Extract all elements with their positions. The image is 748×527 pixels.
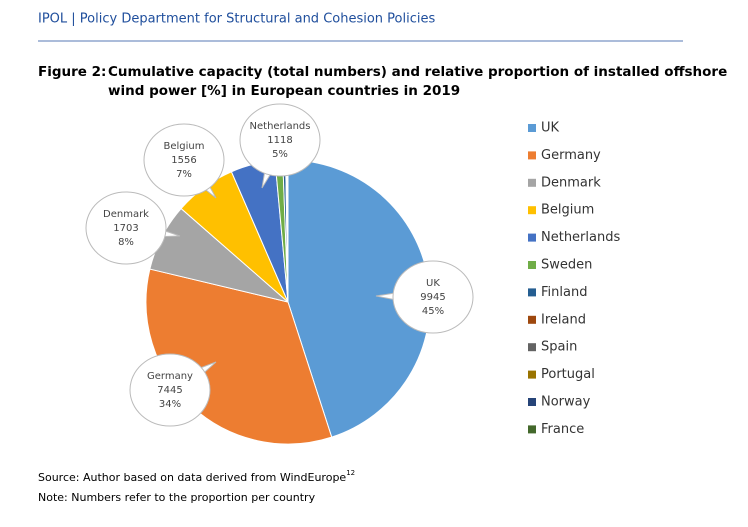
legend-label: Ireland	[541, 312, 586, 327]
callout-name: Germany	[147, 371, 193, 382]
legend-label: Germany	[541, 148, 601, 163]
legend-swatch	[528, 261, 536, 269]
callout: UK 9945 45%	[375, 260, 474, 334]
legend-label: Belgium	[541, 203, 594, 218]
chart: UK 9945 45% Germany 7445 34% Denmark 1703 8% Belg…	[85, 103, 620, 445]
legend-label: Denmark	[541, 175, 601, 190]
legend-label: Sweden	[541, 258, 592, 273]
figure-title: Cumulative capacity (total numbers) and …	[108, 64, 727, 80]
callout: Netherlands 1118 5%	[239, 103, 321, 189]
legend-label: UK	[541, 121, 560, 136]
callout-name: Netherlands	[250, 121, 311, 132]
callout-percent: 45%	[422, 306, 444, 317]
header-title: IPOL | Policy Department for Structural …	[38, 12, 435, 27]
legend-swatch	[528, 124, 536, 132]
callout-value: 1703	[113, 223, 138, 234]
legend-swatch	[528, 233, 536, 242]
callout-bubble	[129, 353, 211, 427]
legend-swatch	[528, 315, 536, 324]
callout-percent: 7%	[176, 169, 192, 180]
callout-percent: 5%	[272, 149, 288, 160]
callout-bubble	[143, 123, 225, 197]
legend-label: Spain	[541, 340, 577, 355]
callout-value: 1118	[267, 135, 292, 146]
callout-name: Belgium	[164, 141, 205, 152]
source-text: Source: Author based on data derived fro…	[38, 471, 346, 484]
callout: Germany 7445 34%	[129, 353, 217, 427]
callout-bubble	[392, 260, 474, 334]
note: Note: Numbers refer to the proportion pe…	[38, 491, 316, 504]
legend-swatch	[528, 425, 536, 434]
callout-name: UK	[426, 278, 440, 289]
figure-label: Figure 2:	[38, 64, 106, 80]
legend-swatch	[528, 178, 536, 187]
legend-label: Netherlands	[541, 230, 620, 245]
callout-bubble	[239, 103, 321, 177]
legend-swatch	[528, 206, 536, 215]
footnote-ref: 12	[346, 469, 355, 477]
callout-percent: 34%	[159, 399, 181, 410]
figure-title: wind power [%] in European countries in …	[108, 83, 460, 99]
legend-swatch	[528, 343, 536, 352]
callout-value: 9945	[420, 292, 445, 303]
callout-value: 1556	[171, 155, 196, 166]
callout-bubble	[85, 191, 167, 265]
callout-name: Denmark	[103, 209, 149, 220]
legend-label: France	[541, 422, 584, 437]
callout: Belgium 1556 7%	[143, 123, 225, 199]
callout: Denmark 1703 8%	[85, 191, 181, 265]
legend-swatch	[528, 151, 536, 160]
legend-swatch	[528, 370, 536, 379]
source-note: Source: Author based on data derived fro…	[38, 469, 355, 484]
legend-swatch	[528, 288, 536, 297]
legend-label: Finland	[541, 285, 587, 300]
legend-swatch	[528, 398, 536, 406]
legend-label: Portugal	[541, 367, 595, 382]
callout-value: 7445	[157, 385, 182, 396]
legend-label: Norway	[541, 395, 591, 410]
callout-percent: 8%	[118, 237, 134, 248]
